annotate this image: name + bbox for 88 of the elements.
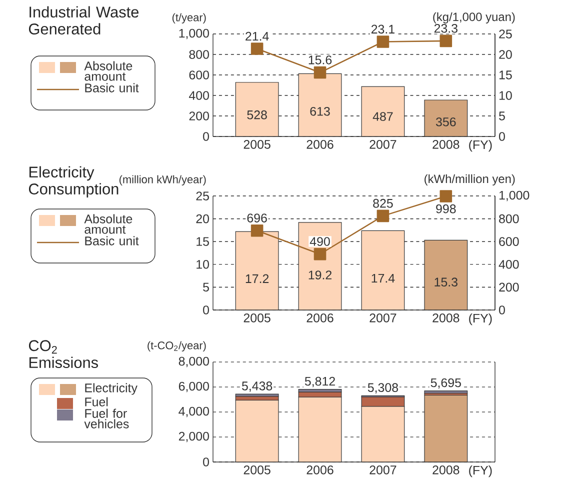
y-axis-title: (t-CO$_{2}$/year): [148, 341, 206, 352]
data-label: 696: [247, 214, 267, 222]
y2-tick-label: 5: [499, 112, 505, 120]
legend-label: Absolute amount: [84, 61, 132, 81]
point: [376, 210, 390, 222]
point: [250, 224, 264, 237]
y-tick-label: 400: [188, 91, 209, 100]
y2-tick-label: 400: [498, 260, 519, 269]
x-tick-label: 2007: [370, 466, 396, 474]
y2-axis-title: (kg/1,000 yuan): [433, 12, 515, 24]
y2-tick-label: 20: [499, 50, 512, 59]
point: [440, 190, 452, 202]
y2-tick-label: 800: [499, 214, 519, 224]
y2-tick-label: 10: [499, 91, 512, 100]
x-tick-label: 2008: [432, 466, 460, 474]
y-tick-label: 6,000: [178, 382, 209, 392]
data-label: 23.1: [371, 24, 394, 34]
legend-label: Basic unit: [85, 83, 139, 92]
data-label: 17.2: [246, 274, 269, 283]
x-tick-label: 2005: [244, 140, 270, 149]
y-tick-label: 15: [196, 237, 209, 246]
data-label: 487: [372, 112, 393, 121]
x-tick-label: 2005: [244, 314, 270, 322]
x-tick-label: 2008: [432, 140, 460, 149]
total-label: 5,438: [242, 382, 272, 392]
data-label: 490: [310, 237, 330, 246]
point: [314, 66, 326, 79]
data-label: 21.4: [246, 32, 269, 41]
y2-tick-label: 15: [499, 70, 512, 80]
x-tick-label: 2008: [432, 314, 460, 322]
total-label: 5,308: [368, 383, 398, 394]
data-label: 23.3: [434, 24, 458, 33]
point: [376, 36, 390, 48]
data-label: 825: [373, 198, 393, 208]
text: CO$_{2}$ Emissions: [28, 340, 98, 368]
y-tick-label: 800: [189, 50, 209, 59]
y2-tick-label: 0: [499, 132, 505, 141]
data-label: 19.2: [308, 270, 332, 280]
x-axis-title: (FY): [469, 313, 492, 326]
x-axis-title: (FY): [469, 140, 492, 152]
y-tick-label: 0: [203, 132, 209, 141]
x-tick-label: 2006: [306, 140, 334, 149]
x-axis-title: (FY): [469, 465, 492, 478]
text: Electricity Consumption: [28, 166, 118, 198]
y-tick-label: 0: [203, 458, 209, 466]
x-tick-label: 2005: [244, 466, 270, 474]
y-tick-label: 1,000: [179, 28, 209, 40]
y2-axis-title: (kWh/million yen): [424, 174, 515, 186]
bar: [235, 394, 279, 397]
y2-tick-label: 0: [499, 306, 505, 314]
legend-label: Basic unit: [85, 236, 139, 246]
data-label: 15.6: [308, 56, 332, 64]
data-label: 17.4: [372, 274, 395, 283]
y-tick-label: 8,000: [178, 356, 209, 368]
x-tick-label: 2006: [306, 466, 334, 474]
y-tick-label: 4,000: [178, 406, 209, 418]
total-label: 5,812: [304, 376, 335, 388]
legend-label: Absolute amount: [84, 214, 132, 234]
x-tick-label: 2007: [370, 140, 396, 149]
y-tick-label: 600: [189, 70, 209, 80]
legend-label: Fuel for vehicles: [84, 408, 129, 428]
data-label: 356: [436, 117, 456, 126]
y-tick-label: 20: [196, 214, 209, 224]
y2-tick-label: 25: [499, 30, 512, 38]
y-tick-label: 10: [196, 260, 209, 269]
y-tick-label: 2,000: [178, 432, 209, 442]
y-axis-title: (t/year): [172, 13, 206, 24]
y-tick-label: 0: [203, 306, 209, 314]
y2-tick-label: 1,000: [499, 190, 530, 202]
y-axis-title: (million kWh/year): [119, 175, 206, 186]
total-label: 5,695: [430, 378, 461, 389]
y-tick-label: 25: [196, 192, 209, 200]
data-label: 613: [310, 106, 330, 116]
legend-label: Fuel: [85, 397, 108, 406]
x-tick-label: 2007: [370, 314, 396, 322]
legend-label: Electricity: [85, 383, 138, 395]
data-label: 15.3: [434, 278, 458, 286]
data-label: 998: [436, 204, 456, 214]
y-tick-label: 5: [203, 282, 209, 292]
point: [250, 42, 264, 55]
x-tick-label: 2006: [306, 314, 334, 322]
text: Industrial Waste Generated: [28, 6, 139, 34]
point: [314, 248, 326, 260]
data-label: 528: [247, 110, 267, 120]
y-tick-label: 200: [189, 112, 209, 120]
y2-tick-label: 600: [499, 237, 519, 246]
point: [440, 34, 452, 48]
y2-tick-label: 200: [499, 282, 519, 292]
